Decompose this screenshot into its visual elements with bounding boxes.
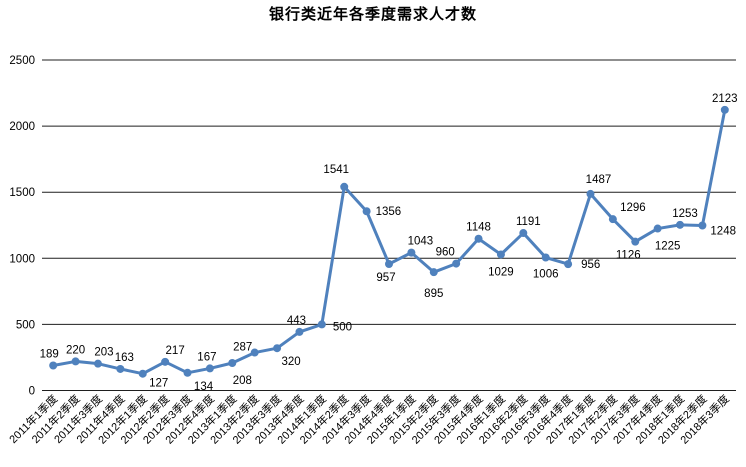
- data-point-label: 1029: [488, 266, 514, 278]
- data-point-label: 2123: [712, 93, 738, 105]
- data-point-marker: [273, 344, 282, 353]
- data-point-marker: [541, 253, 550, 262]
- data-point-label: 189: [40, 349, 59, 361]
- data-point-label: 163: [115, 352, 134, 364]
- data-point-marker: [519, 229, 528, 238]
- data-point-marker: [407, 248, 416, 257]
- y-tick-label: 1500: [9, 187, 35, 199]
- y-tick-label: 2000: [9, 121, 35, 133]
- data-point-label: 1148: [466, 222, 491, 234]
- data-point-label: 1225: [655, 241, 681, 253]
- data-point-label: 1296: [620, 202, 646, 214]
- data-point-marker: [564, 260, 573, 269]
- data-point-marker: [385, 259, 393, 268]
- data-point-marker: [49, 361, 58, 370]
- data-point-marker: [295, 327, 304, 336]
- data-point-marker: [138, 369, 147, 378]
- data-point-label: 1356: [376, 206, 402, 218]
- data-point-marker: [340, 182, 349, 191]
- data-point-label: 1126: [616, 250, 641, 262]
- data-point-marker: [608, 215, 617, 224]
- data-point-marker: [205, 364, 214, 373]
- data-point-label: 1253: [672, 208, 698, 220]
- data-point-label: 220: [66, 344, 85, 356]
- data-point-marker: [720, 105, 729, 114]
- data-point-marker: [161, 357, 170, 366]
- data-point-label: 127: [149, 378, 168, 390]
- data-point-marker: [116, 364, 125, 373]
- data-point-marker: [474, 234, 483, 243]
- data-point-label: 208: [233, 375, 252, 387]
- data-point-label: 217: [166, 345, 185, 357]
- data-point-label: 895: [424, 288, 443, 300]
- y-tick-label: 2500: [9, 55, 35, 67]
- data-point-marker: [250, 348, 259, 357]
- y-tick-label: 0: [29, 386, 35, 398]
- data-point-marker: [228, 359, 237, 368]
- data-point-label: 1487: [586, 174, 612, 186]
- y-tick-label: 500: [16, 319, 35, 331]
- data-point-marker: [676, 220, 685, 229]
- data-point-label: 956: [581, 259, 600, 271]
- data-point-label: 500: [333, 321, 352, 333]
- data-point-label: 443: [287, 315, 306, 327]
- data-point-label: 167: [197, 351, 216, 363]
- data-point-label: 960: [436, 247, 455, 259]
- data-point-marker: [452, 259, 461, 268]
- data-point-marker: [183, 368, 192, 377]
- chart-title: 银行类近年各季度需求人才数: [268, 6, 477, 23]
- data-point-label: 1541: [323, 164, 349, 176]
- data-point-label: 1248: [710, 226, 736, 238]
- data-point-label: 203: [94, 347, 113, 359]
- data-point-marker: [496, 250, 505, 259]
- data-point-marker: [429, 268, 438, 277]
- data-point-label: 1043: [408, 236, 434, 248]
- data-point-marker: [586, 189, 595, 198]
- data-point-label: 287: [233, 342, 252, 354]
- data-point-label: 134: [194, 381, 214, 393]
- data-point-marker: [317, 320, 326, 329]
- data-point-marker: [71, 357, 80, 366]
- series-line: [51, 108, 727, 376]
- data-point-label: 1006: [533, 269, 559, 281]
- data-point-label: 1191: [516, 216, 541, 228]
- data-point-marker: [362, 207, 371, 216]
- data-point-marker: [698, 221, 707, 230]
- y-tick-label: 1000: [9, 253, 35, 265]
- data-point-marker: [93, 359, 102, 368]
- data-point-label: 957: [376, 272, 395, 284]
- data-point-label: 320: [281, 356, 300, 368]
- data-point-marker: [631, 237, 640, 246]
- data-point-marker: [653, 224, 662, 233]
